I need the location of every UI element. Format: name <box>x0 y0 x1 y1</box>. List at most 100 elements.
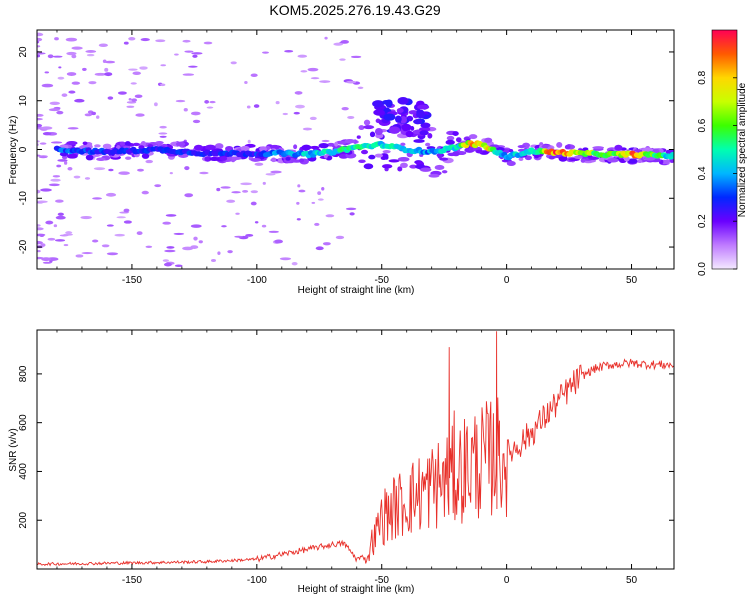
spectrogram-noise <box>71 81 81 85</box>
spectrogram-noise <box>41 257 52 262</box>
spectrogram-noise <box>48 183 60 187</box>
spectrogram-halo <box>358 125 365 131</box>
spectrogram-noise <box>63 243 69 247</box>
spectrogram-noise <box>48 108 61 112</box>
spectrogram-noise <box>37 154 41 157</box>
spectrogram-noise <box>71 54 77 59</box>
spectrogram-noise <box>125 156 132 160</box>
spectrogram-halo <box>427 133 433 139</box>
spectrogram-halo <box>409 164 418 169</box>
spectrogram-halo <box>335 140 347 145</box>
spectrogram-noise <box>268 230 279 233</box>
spectrogram-noise <box>114 233 125 237</box>
spectrogram-noise <box>182 73 195 76</box>
spectrogram-halo <box>334 141 339 147</box>
spectrogram-noise <box>37 54 41 58</box>
spectrogram-noise <box>291 262 298 266</box>
spectrogram-noise <box>321 186 325 191</box>
spectrogram-noise <box>169 171 173 175</box>
spectrogram-noise <box>123 220 132 224</box>
spectrogram-noise <box>183 107 188 112</box>
colorbar-tick-label: 0.4 <box>697 166 708 180</box>
spectrogram-halo <box>301 144 312 151</box>
spectrogram-noise <box>123 208 130 213</box>
spectrogram-noise <box>136 231 143 236</box>
spectrogram-halo <box>580 158 586 163</box>
spectrogram-halo <box>400 142 406 147</box>
spectrogram-noise <box>128 97 132 101</box>
spectrogram-noise <box>294 91 303 95</box>
spectrogram-noise <box>137 168 144 172</box>
spectrogram-noise <box>270 170 282 174</box>
spectrogram-noise <box>322 242 331 246</box>
spectrogram-halo <box>455 137 462 143</box>
spectrogram-noise <box>88 81 97 85</box>
spectrogram-noise <box>67 127 79 130</box>
spectrogram-noise <box>217 251 221 256</box>
colorbar-ramp <box>712 30 737 269</box>
spectrogram-ylabel: Frequency (Hz) <box>8 116 19 185</box>
spectrogram-noise <box>192 119 201 124</box>
spectrogram-noise <box>56 110 64 115</box>
spectrogram-noise <box>250 73 258 77</box>
spectrogram-noise <box>190 111 201 116</box>
spectrogram-noise <box>210 259 216 262</box>
spectrogram-noise <box>333 42 344 46</box>
spectrogram-halo <box>175 141 186 147</box>
snr-xlabel: Height of straight line (km) <box>298 584 415 595</box>
spectrogram-noise <box>37 123 43 128</box>
spectrogram-halo <box>475 149 484 154</box>
spectrogram-noise <box>130 82 137 85</box>
spectrogram-halo <box>614 144 623 151</box>
spectrogram-noise <box>50 178 61 182</box>
spectrogram-noise <box>145 245 153 249</box>
spectrogram-ytick-label: 0 <box>18 146 29 152</box>
snr-xtick-label: 0 <box>504 575 510 586</box>
spectrogram-xtick-label: -100 <box>247 275 267 286</box>
spectrogram-xlabel: Height of straight line (km) <box>298 285 415 296</box>
spectrogram-noise <box>165 214 177 217</box>
spectrogram-halo <box>219 156 228 161</box>
spectrogram-noise <box>317 191 322 196</box>
spectrogram-noise <box>106 224 114 227</box>
spectrogram-noise <box>188 65 198 68</box>
spectrogram-noise <box>204 100 210 104</box>
spectrogram-cluster <box>397 96 409 105</box>
spectrogram-noise <box>357 86 364 89</box>
snr-xtick-label: -100 <box>247 575 267 586</box>
spectrogram-noise <box>39 142 47 145</box>
spectrogram-cluster <box>399 116 407 124</box>
spectrogram-noise <box>37 224 41 227</box>
spectrogram-cluster <box>419 130 429 136</box>
spectrogram-noise <box>91 111 96 116</box>
spectrogram-noise <box>65 37 78 42</box>
spectrogram-noise <box>284 50 294 53</box>
spectrogram-halo <box>155 141 164 145</box>
spectrogram-halo <box>96 157 106 162</box>
spectrogram-noise <box>57 212 64 216</box>
spectrogram-halo <box>102 143 112 149</box>
spectrogram-noise <box>96 115 100 119</box>
spectrogram-halo <box>400 162 408 169</box>
spectrogram-noise <box>191 52 203 55</box>
snr-xtick-label: -150 <box>122 575 142 586</box>
spectrogram-noise <box>315 246 324 251</box>
spectrogram-noise <box>63 160 68 165</box>
spectrogram-halo <box>384 155 389 160</box>
spectrogram-noise <box>226 199 236 203</box>
spectrogram-halo <box>439 157 449 161</box>
spectrogram-noise <box>166 246 175 249</box>
spectrogram-noise <box>279 257 292 261</box>
spectrogram-halo <box>132 142 140 147</box>
spectrogram-halo <box>204 144 216 151</box>
spectrogram-noise <box>230 61 237 65</box>
spectrogram-noise <box>317 198 324 201</box>
spectrogram-noise <box>74 98 85 103</box>
spectrogram-halo <box>428 173 440 178</box>
spectrogram-halo <box>419 167 432 172</box>
spectrogram-noise <box>227 250 233 254</box>
spectrogram-noise <box>94 72 107 76</box>
spectrogram-noise <box>68 90 76 94</box>
